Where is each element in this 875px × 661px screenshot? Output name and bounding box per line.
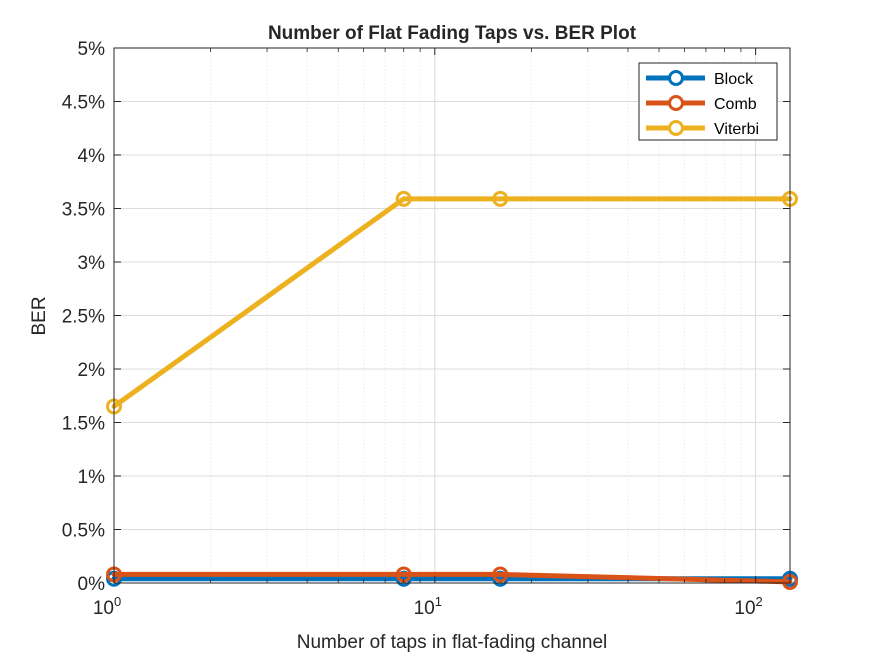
legend-label-comb: Comb [714, 96, 757, 113]
x-tick-label: 102 [734, 594, 762, 619]
data-point-viterbi [492, 190, 509, 207]
y-tick-label: 4% [78, 146, 106, 167]
y-axis-label: BER [29, 296, 50, 335]
y-tick-label: 3.5% [62, 200, 105, 221]
y-tick-label: 4.5% [62, 93, 105, 114]
x-tick-label: 100 [93, 594, 121, 619]
y-tick-label: 2.5% [62, 307, 105, 328]
series-line-viterbi [111, 196, 793, 409]
y-tick-label: 5% [78, 39, 106, 60]
y-tick-label: 1% [78, 467, 106, 488]
x-tick-exponent: 0 [114, 594, 121, 609]
data-point-comb [492, 566, 509, 583]
x-tick-base: 10 [414, 598, 435, 619]
x-tick-base: 10 [734, 598, 755, 619]
legend-marker-viterbi [668, 120, 684, 136]
y-tick-label: 0% [78, 574, 106, 595]
major-grid [114, 48, 790, 583]
y-tick-label: 0.5% [62, 521, 105, 542]
data-point-viterbi [395, 190, 412, 207]
x-tick-label: 101 [414, 594, 442, 619]
series-layer [106, 190, 798, 590]
x-tick-exponent: 2 [756, 594, 763, 609]
y-tick-label: 3% [78, 253, 106, 274]
legend-label-viterbi: Viterbi [714, 121, 759, 138]
chart-title: Number of Flat Fading Taps vs. BER Plot [268, 23, 637, 44]
legend-marker-comb [668, 95, 684, 111]
y-tick-label: 1.5% [62, 414, 105, 435]
legend-marker-block [668, 70, 684, 86]
ticks-layer: 100 101 1020%0.5%1%1.5%2%2.5%3%3.5%4%4.5%5… [62, 39, 790, 619]
series-line-comb [111, 571, 793, 585]
y-tick-label: 2% [78, 360, 106, 381]
x-axis-label: Number of taps in flat-fading channel [297, 632, 608, 653]
x-tick-exponent: 1 [435, 594, 442, 609]
x-tick-base: 10 [93, 598, 114, 619]
legend-label-block: Block [714, 71, 754, 88]
legend: Block Comb Viterbi [638, 62, 778, 141]
